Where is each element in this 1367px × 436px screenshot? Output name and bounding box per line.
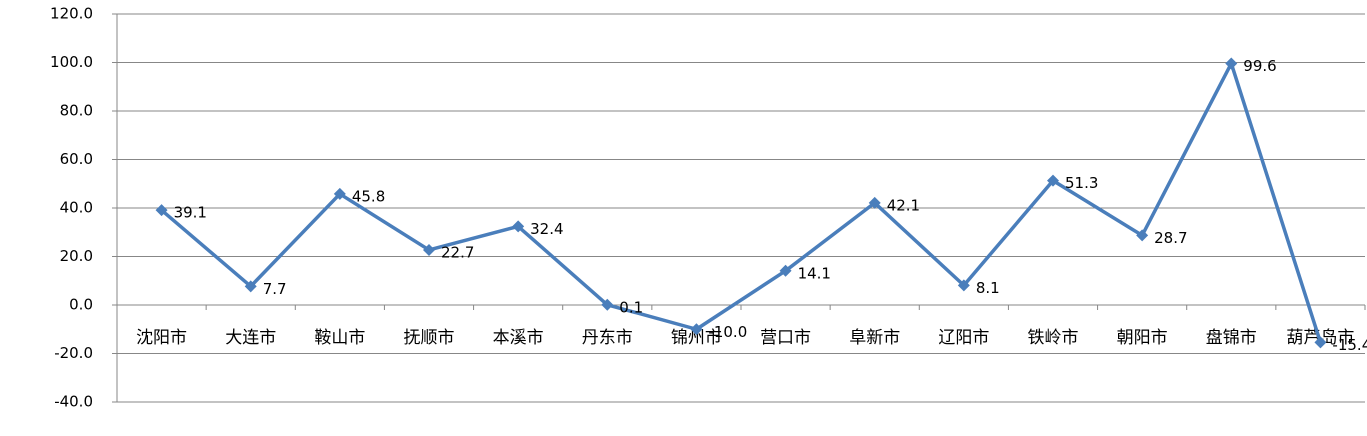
marker [155,204,168,217]
data-label: 51.3 [1065,174,1098,192]
marker [868,196,881,209]
data-label: -10.0 [708,323,747,341]
x-tick-label: 鞍山市 [314,328,365,348]
x-tick-label: 丹东市 [582,328,633,348]
data-label: 99.6 [1243,57,1276,75]
y-tick-label: -20.0 [54,344,93,362]
data-label: 8.1 [976,279,1000,297]
x-tick-label: 本溪市 [493,328,544,348]
y-tick-label: -40.0 [54,393,93,411]
x-tick-label: 朝阳市 [1117,328,1168,348]
x-tick-label: 盘锦市 [1206,328,1257,348]
data-label: 39.1 [174,204,207,222]
data-label: -15.4 [1332,336,1367,354]
x-tick-label: 辽阳市 [938,328,989,348]
marker [1047,174,1059,187]
y-tick-label: 80.0 [60,102,93,120]
data-label: 7.7 [263,280,287,298]
x-tick-label: 沈阳市 [136,328,187,348]
x-tick-label: 大连市 [225,328,276,348]
marker [690,323,703,336]
marker [423,243,435,256]
marker [601,298,614,311]
x-tick-label: 营口市 [760,328,811,348]
data-label: 45.8 [352,187,385,205]
x-tick-label: 抚顺市 [404,328,455,348]
series-line [160,61,1323,343]
marker [1136,229,1149,242]
x-tick-label: 锦州市 [671,328,722,348]
y-tick-label: 60.0 [60,150,93,168]
data-label: 42.1 [887,196,920,214]
marker [244,280,257,293]
y-tick-label: 100.0 [50,53,93,71]
marker [1314,336,1327,349]
marker [512,220,525,233]
marker [1225,57,1238,70]
data-label: 14.1 [798,264,831,282]
marker [957,279,970,292]
y-tick-label: 40.0 [60,199,93,217]
data-label: 0.1 [619,298,643,316]
data-label: 32.4 [530,220,563,238]
data-label: 22.7 [441,243,474,261]
y-tick-label: 20.0 [60,247,93,265]
y-tick-label: 120.0 [50,5,93,23]
x-tick-label: 铁岭市 [1028,328,1079,348]
x-tick-label: 阜新市 [849,328,900,348]
data-label: 28.7 [1154,229,1187,247]
y-tick-label: 0.0 [69,296,93,314]
marker [333,187,346,200]
marker [779,264,792,277]
